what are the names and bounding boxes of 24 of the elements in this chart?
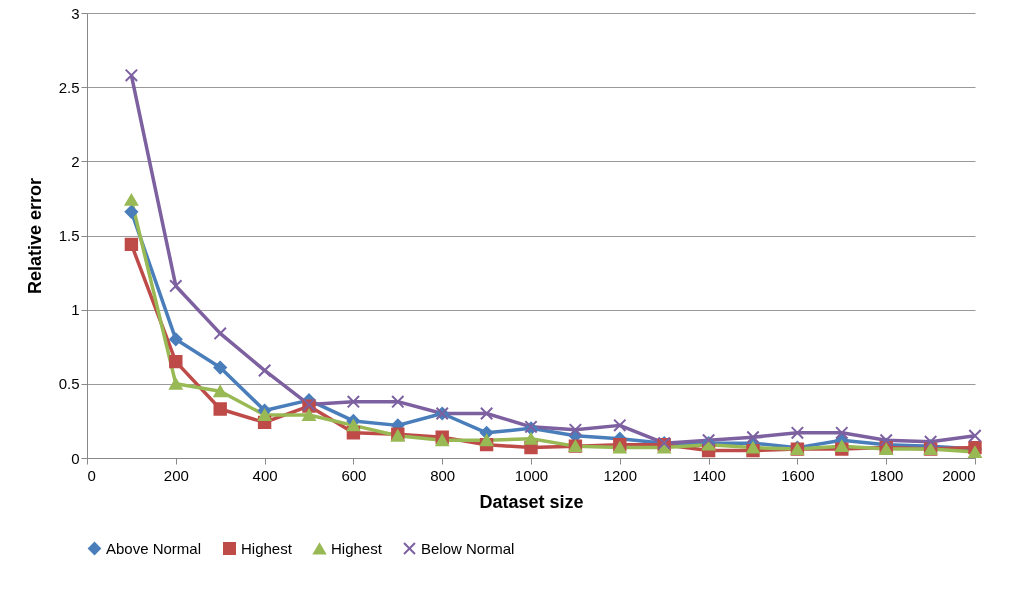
x-tick-label: 600 bbox=[341, 466, 367, 484]
y-tick-label: 1 bbox=[71, 301, 80, 319]
x-tick-label: 1600 bbox=[781, 466, 815, 484]
x-tick-label: 1000 bbox=[514, 466, 549, 484]
x-tick-label: 0 bbox=[87, 466, 96, 484]
x-tick-label: 1400 bbox=[692, 466, 726, 484]
x-axis-title: Dataset size bbox=[479, 491, 584, 512]
legend-label: Below Normal bbox=[421, 539, 515, 557]
x-tick-label: 800 bbox=[430, 466, 456, 484]
legend-label: Highest bbox=[331, 539, 383, 557]
legend-label: Highest bbox=[241, 539, 293, 557]
x-tick-label: 200 bbox=[163, 466, 189, 484]
y-axis-title: Relative error bbox=[24, 177, 45, 295]
x-tick-label: 400 bbox=[252, 466, 278, 484]
y-tick-label: 3 bbox=[71, 4, 80, 22]
y-tick-label: 2.5 bbox=[58, 78, 80, 96]
y-tick-label: 2 bbox=[71, 152, 80, 170]
x-tick-label: 2000 bbox=[942, 466, 976, 484]
y-tick-label: 0 bbox=[71, 449, 80, 467]
y-tick-label: 1.5 bbox=[58, 227, 80, 244]
x-tick-label: 1200 bbox=[603, 466, 637, 484]
x-tick-label: 1800 bbox=[870, 466, 904, 484]
y-tick-label: 0.5 bbox=[58, 375, 80, 393]
legend-label: Above Normal bbox=[106, 539, 202, 557]
